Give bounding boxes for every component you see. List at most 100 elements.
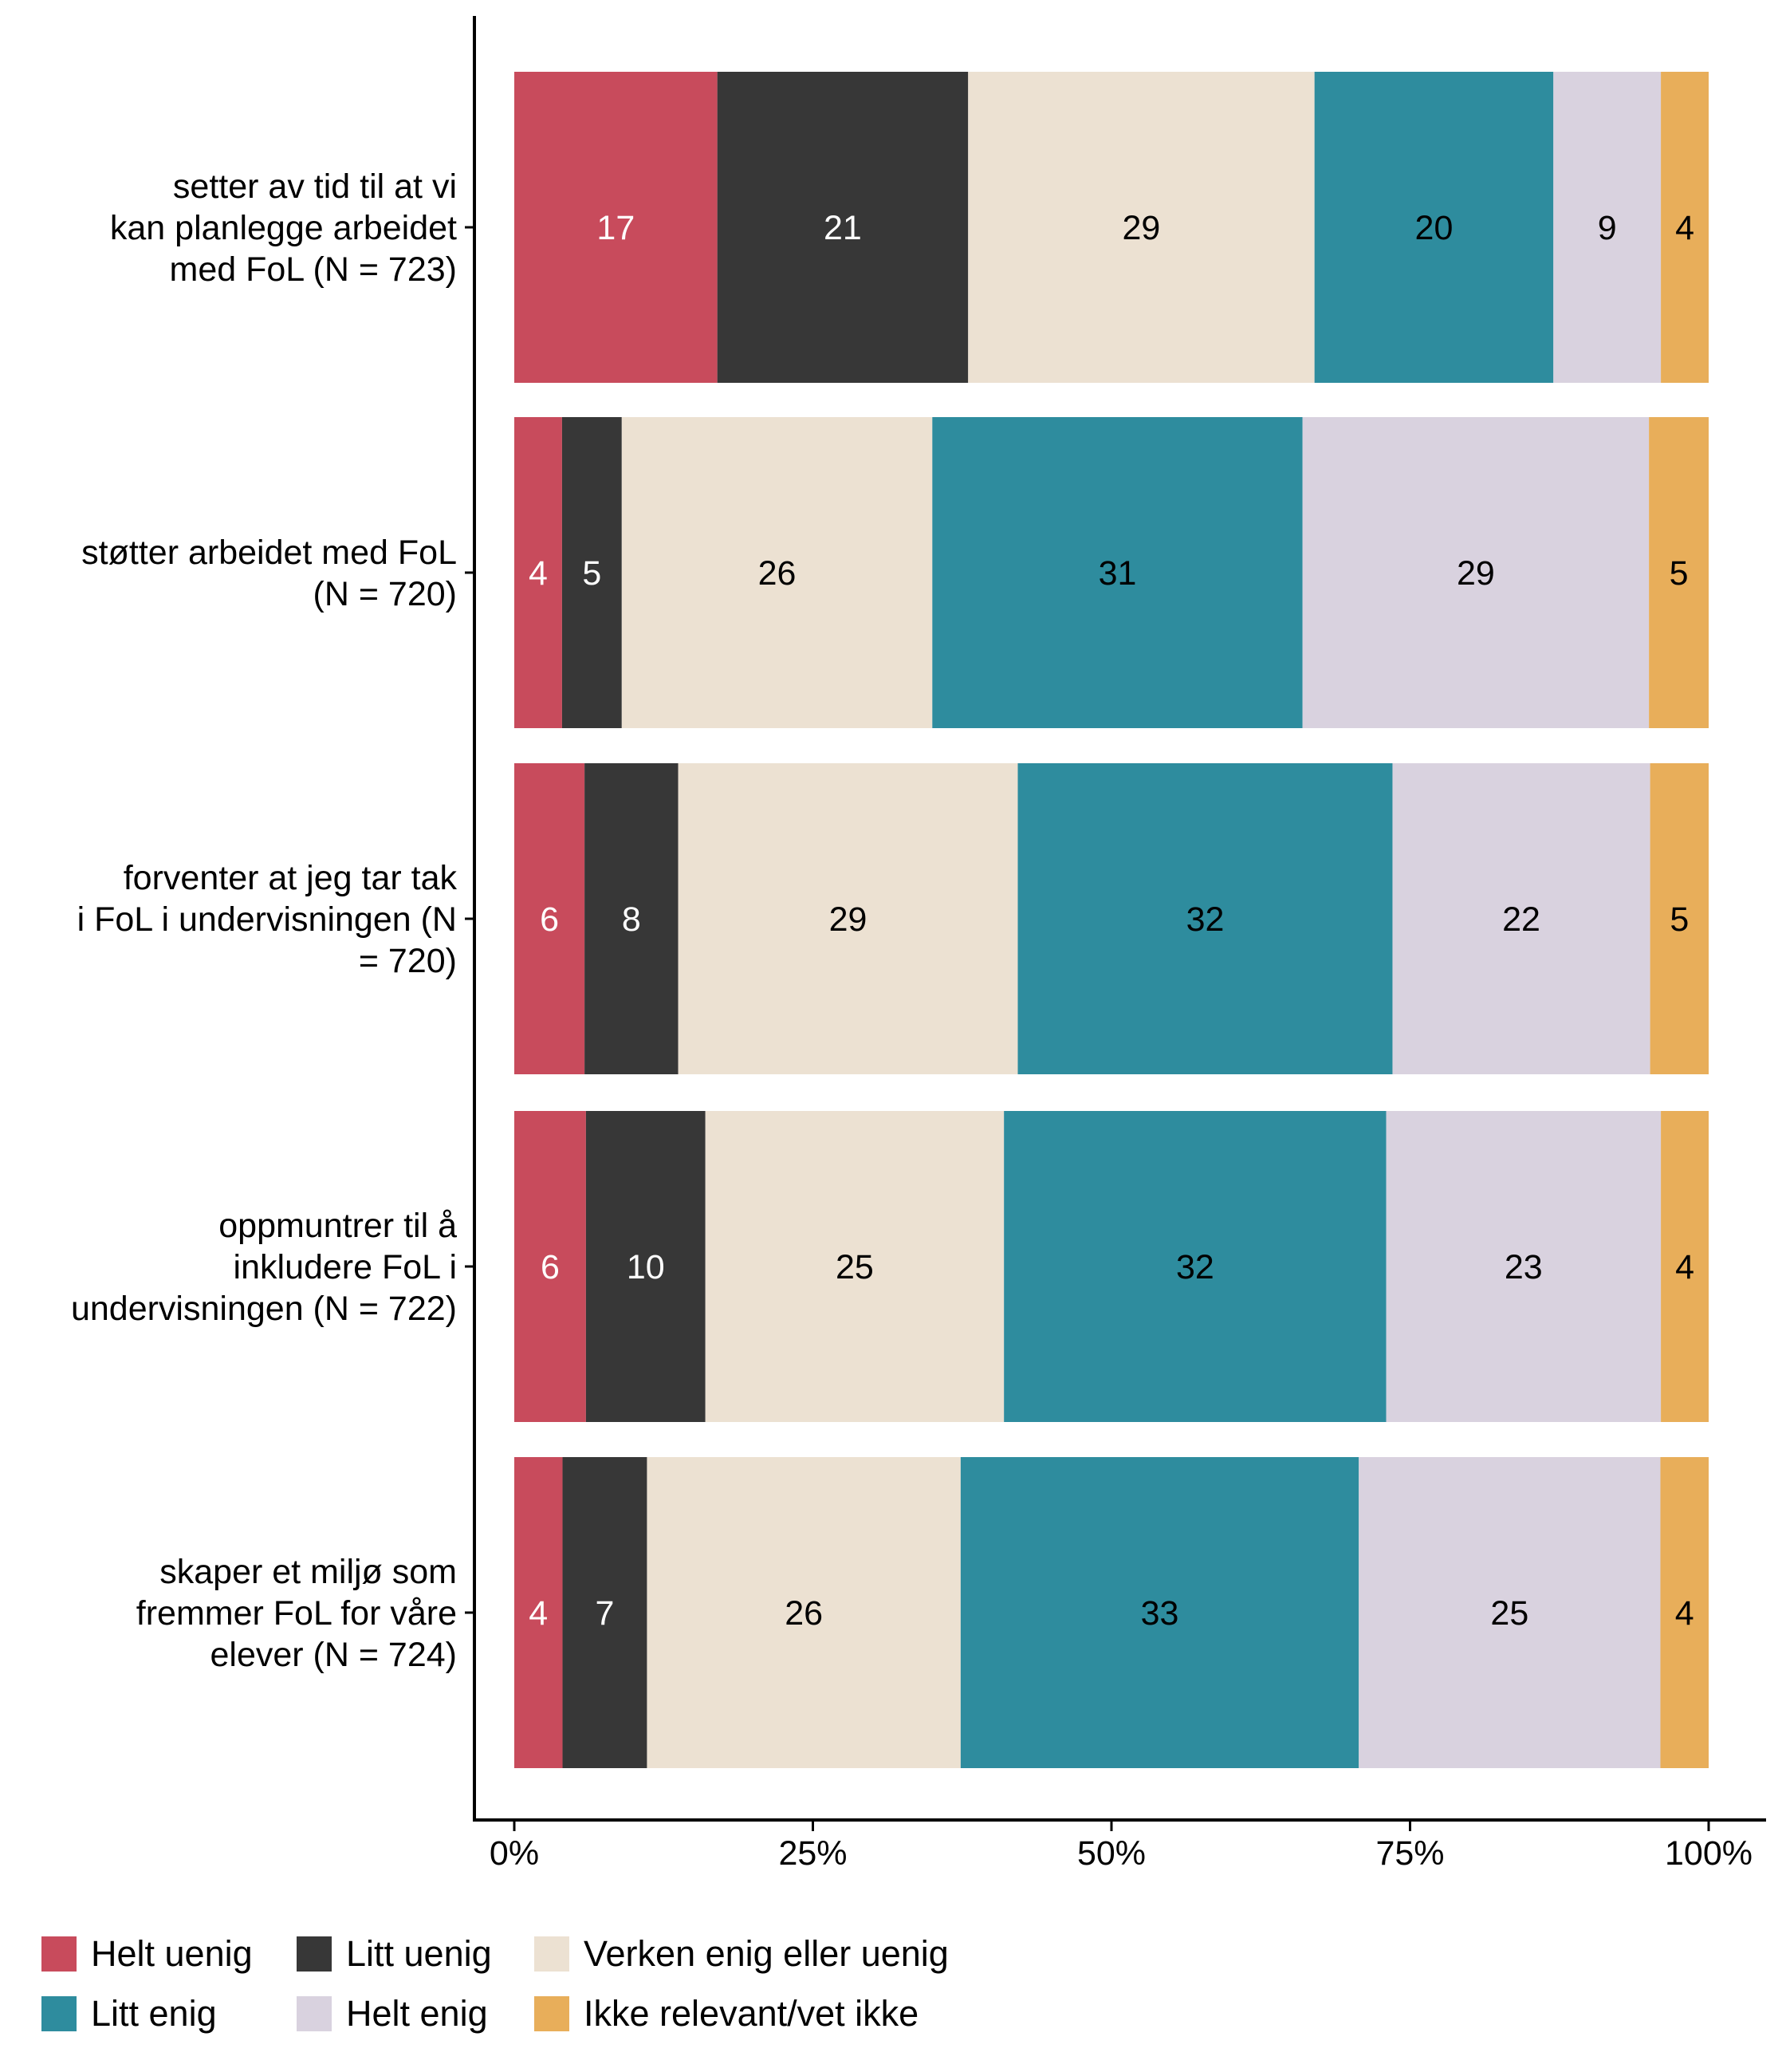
segment-value-label: 5 — [1670, 900, 1689, 939]
bar-segment — [562, 1457, 647, 1768]
legend-swatch — [41, 1996, 77, 2031]
segment-value-label: 29 — [1457, 554, 1495, 593]
segment-value-label: 4 — [1675, 1594, 1694, 1633]
legend-label: Helt uenig — [91, 1933, 253, 1974]
segment-value-label: 22 — [1502, 900, 1540, 939]
category-label-line: skaper et miljø som — [159, 1553, 457, 1591]
legend-swatch — [297, 1996, 332, 2031]
category-label-line: inkludere FoL i — [234, 1248, 457, 1286]
legend-item: Litt enig — [41, 1993, 217, 2034]
segment-value-label: 6 — [541, 1248, 560, 1286]
legend-label: Ikke relevant/vet ikke — [584, 1993, 919, 2034]
segment-value-label: 9 — [1598, 209, 1617, 247]
legend-swatch — [534, 1936, 569, 1972]
category-label-line: = 720) — [359, 942, 457, 980]
bar-segment — [514, 1111, 586, 1422]
legend-item: Verken enig eller uenig — [534, 1933, 949, 1974]
x-tick-label: 100% — [1665, 1834, 1753, 1873]
category-label-line: undervisningen (N = 722) — [71, 1290, 457, 1328]
segment-value-label: 32 — [1176, 1248, 1214, 1286]
category-label: skaper et miljø som fremmer FoL for våre e… — [136, 1553, 457, 1674]
y-axis-category-labels: setter av tid til at vi kan planlegge arb… — [71, 167, 474, 1674]
bar-segment — [584, 763, 679, 1074]
segment-value-label: 23 — [1505, 1248, 1543, 1286]
segment-value-label: 7 — [596, 1594, 615, 1633]
bar-segment — [621, 417, 933, 728]
segment-value-label: 17 — [596, 209, 635, 247]
bar-segment — [1004, 1111, 1387, 1422]
bar-segment — [717, 72, 969, 383]
legend-item: Helt uenig — [41, 1933, 253, 1974]
segment-value-label: 10 — [627, 1248, 665, 1286]
bar-segment — [1660, 1457, 1709, 1768]
category-label: setter av tid til at vi kan planlegge arb… — [110, 167, 457, 289]
segment-value-label: 31 — [1099, 554, 1137, 593]
segment-value-label: 6 — [540, 900, 559, 939]
bar-segment — [514, 72, 718, 383]
bar-segment — [647, 1457, 961, 1768]
bar-segment — [1359, 1457, 1661, 1768]
bar-segment — [585, 1111, 706, 1422]
segment-value-label: 4 — [1675, 1248, 1694, 1286]
bar-segment — [1661, 1111, 1709, 1422]
category-label: forventer at jeg tar tak i FoL i undervis… — [77, 859, 458, 980]
segment-value-label: 4 — [529, 1594, 548, 1633]
bar-segment — [1302, 417, 1650, 728]
segment-value-label: 25 — [836, 1248, 874, 1286]
bar-segment — [1392, 763, 1650, 1074]
bar-segment — [514, 417, 562, 728]
segment-value-label: 32 — [1186, 900, 1225, 939]
legend-item: Ikke relevant/vet ikke — [534, 1993, 919, 2034]
category-label-line: støtter arbeidet med FoL — [81, 534, 457, 572]
segment-value-label: 29 — [829, 900, 867, 939]
bar-segment — [1553, 72, 1662, 383]
legend-item: Helt enig — [297, 1993, 488, 2034]
category-label-line: forventer at jeg tar tak — [124, 859, 458, 897]
segment-value-label: 25 — [1490, 1594, 1528, 1633]
category-label-line: med FoL (N = 723) — [170, 250, 457, 289]
legend-label: Verken enig eller uenig — [584, 1933, 949, 1974]
bar-segment — [932, 417, 1303, 728]
segment-value-label: 29 — [1123, 209, 1161, 247]
legend-label: Helt enig — [346, 1993, 488, 2034]
segment-value-label: 5 — [582, 554, 601, 593]
bar-segment — [561, 417, 622, 728]
legend-swatch — [297, 1936, 332, 1972]
bar-segment — [1650, 763, 1709, 1074]
segment-value-label: 20 — [1415, 209, 1454, 247]
x-tick-label: 75% — [1375, 1834, 1444, 1873]
bar-segment — [1649, 417, 1709, 728]
segment-value-label: 33 — [1141, 1594, 1179, 1633]
bar-segment — [968, 72, 1315, 383]
legend: Helt uenig Litt uenig Verken enig eller ue… — [41, 1933, 949, 2034]
legend-label: Litt enig — [91, 1993, 217, 2034]
bar-segment — [1661, 72, 1709, 383]
x-tick-label: 25% — [778, 1834, 847, 1873]
segment-value-label: 5 — [1670, 554, 1689, 593]
bar-segment — [1386, 1111, 1662, 1422]
segment-value-label: 21 — [824, 209, 862, 247]
category-label-line: kan planlegge arbeidet — [110, 209, 457, 247]
category-label-line: i FoL i undervisningen (N — [77, 900, 457, 939]
x-tick-label: 0% — [490, 1834, 539, 1873]
bar-segment — [705, 1111, 1005, 1422]
category-label: støtter arbeidet med FoL (N = 720) — [81, 534, 457, 613]
bar-segment — [1314, 72, 1554, 383]
legend-swatch — [41, 1936, 77, 1972]
segment-value-label: 26 — [785, 1594, 823, 1633]
segment-value-label: 4 — [1675, 209, 1694, 247]
x-tick-label: 50% — [1077, 1834, 1146, 1873]
bar-segment — [678, 763, 1018, 1074]
segment-value-label: 4 — [529, 554, 548, 593]
category-label-line: fremmer FoL for våre — [136, 1594, 457, 1633]
segment-value-label: 8 — [622, 900, 641, 939]
category-label-line: setter av tid til at vi — [173, 167, 457, 206]
legend-item: Litt uenig — [297, 1933, 492, 1974]
bars-layer — [514, 72, 1709, 1768]
legend-label: Litt uenig — [346, 1933, 492, 1974]
bar-segment — [514, 1457, 563, 1768]
category-label-line: elever (N = 724) — [210, 1636, 457, 1674]
bar-segment — [1017, 763, 1393, 1074]
segment-labels: 17 21 29 20 9 44 5 26 31 29 56 8 29 32 22 56 10 25 32 23 44 7… — [529, 209, 1694, 1633]
